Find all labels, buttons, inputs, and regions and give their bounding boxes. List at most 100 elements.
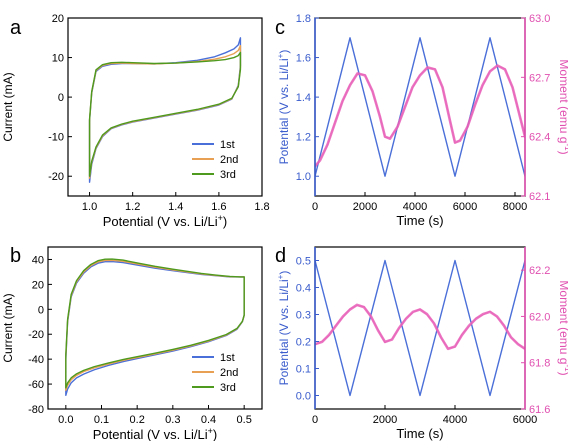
y-axis-label-right-d-main: Moment (emu g [557,280,568,364]
plot-area-b [65,258,245,396]
y-tick-label-b: 0 [38,304,44,316]
y-tick-label-b: 40 [32,254,44,266]
y-tick-label-c: 1.2 [296,132,311,144]
series-line-c-potential [315,37,525,177]
y-axis-label-right-d-end: ) [557,372,568,376]
y-tick-label-d: 0.0 [296,391,311,403]
x-tick-label-d: 2000 [373,414,397,426]
x-tick-label-d: 6000 [513,414,537,426]
y-right-tick-label-c: 62.4 [529,132,550,144]
legend-label-b: 3rd [220,382,236,394]
x-tick-label-d: 0 [312,414,318,426]
y-axis-label-right-c-main: Moment (emu g [557,59,568,143]
y-tick-label-c: 1.4 [296,92,311,104]
x-axis-label-d: Time (s) [396,426,443,441]
y-axis-label-right-c: Moment (emu g-1) [557,59,568,154]
axes-frame-b [47,246,263,410]
series-line-b-1st [65,260,245,396]
panel-letter-d: d [275,245,286,267]
x-tick-label-b: 0.4 [201,414,216,426]
y-tick-label-a: 0 [58,92,64,104]
y-axis-label-left-d-main: Potential (V vs. Li/Li [277,279,291,385]
x-axis-label-a-sup: + [218,213,223,223]
y-right-tick-label-c: 62.1 [529,191,550,203]
y-axis-label-left-c-main: Potential (V vs. Li/Li [277,58,291,164]
y-axis-label-left-c-sup: + [276,53,285,58]
panel-a: a 1.0 1.2 1.4 1.6 1.8 -20 -10 0 10 20 Potential (V … [1,13,270,229]
x-tick-label-c: 4000 [403,201,427,213]
panel-letter-c: c [275,17,285,39]
y-axis-label-right-d-sup: -1 [563,364,568,372]
y-tick-label-a: 10 [52,53,64,65]
y-tick-label-d: 0.5 [296,256,311,268]
series-noise-c [315,65,525,168]
legend-label-a: 3rd [220,169,236,181]
x-tick-label-a: 1.6 [211,201,226,213]
x-tick-label-c: 6000 [453,201,477,213]
y-axis-label-left-c-end: ) [277,50,291,54]
x-tick-label-d: 4000 [443,414,467,426]
y-axis-label-left-c: Potential (V vs. Li/Li+) [276,50,291,165]
y-tick-label-d: 0.3 [296,310,311,322]
x-axis-label-b-end: ) [213,427,217,441]
y-tick-label-b: -20 [28,329,44,341]
x-tick-label-b: 0.5 [237,414,252,426]
y-tick-label-d: 0.1 [296,364,311,376]
axes-frame-c [314,17,526,197]
series-line-a-2nd [88,44,242,179]
x-axis-label-b-sup: + [208,426,213,436]
x-axis-label-b-main: Potential (V vs. Li/Li [93,427,208,441]
y-tick-label-c: 1.6 [296,53,311,65]
axes-frame-a [67,17,263,197]
x-axis-label-a-main: Potential (V vs. Li/Li [103,214,218,229]
x-axis-label-c: Time (s) [396,213,443,228]
x-tick-label-b: 0.2 [130,414,145,426]
y-tick-label-c: 1.8 [296,13,311,25]
y-axis-label-right-d: Moment (emu g-1) [557,280,568,375]
y-tick-label-d: 0.4 [296,283,311,295]
plot-area-c [315,37,525,177]
y-right-tick-label-c: 62.7 [529,72,550,84]
y-axis-label-b: Current (mA) [1,293,15,362]
series-noise-d [315,304,525,350]
panel-letter-b: b [10,245,21,267]
y-right-tick-label-c: 63.0 [529,13,550,25]
x-tick-label-a: 1.0 [82,201,97,213]
x-tick-label-c: 8000 [503,201,527,213]
plot-area-d [315,259,525,397]
plot-area-a [88,37,242,183]
y-tick-label-a: 20 [52,13,64,25]
y-right-tick-label-d: 62.0 [529,311,550,323]
y-axis-label-right-c-sup: -1 [563,143,568,151]
x-tick-label-a: 1.8 [254,201,269,213]
y-axis-label-left-d-sup: + [276,274,285,279]
x-axis-label-b: Potential (V vs. Li/Li+) [93,426,218,441]
x-tick-label-b: 0.3 [165,414,180,426]
y-right-tick-label-d: 62.2 [529,265,550,277]
x-axis-label-a-end: ) [223,214,227,229]
y-tick-label-b: -40 [28,354,44,366]
y-axis-label-right-c-end: ) [557,151,568,155]
y-tick-label-b: 20 [32,279,44,291]
panel-c: c 0 2000 4000 6000 8000 1.0 1.2 1.4 1.6 1.8 62.1 62.… [275,13,568,228]
series-line-b-3rd [65,258,245,389]
legend-label-b: 2nd [220,367,238,379]
x-tick-label-c: 2000 [353,201,377,213]
panel-b: b 0.0 0.1 0.2 0.3 0.4 0.5 -80 -60 -40 -20 0 20 40 Pote… [1,245,263,441]
y-tick-label-d: 0.2 [296,337,311,349]
x-tick-label-a: 1.4 [168,201,183,213]
y-axis-label-a: Current (mA) [1,72,15,141]
series-line-d-potential [315,259,525,397]
y-tick-label-a: -10 [48,132,64,144]
x-tick-label-b: 0.1 [94,414,109,426]
x-tick-label-b: 0.0 [58,414,73,426]
y-tick-label-c: 1.0 [296,171,311,183]
y-axis-label-left-d-end: ) [277,271,291,275]
y-axis-label-left-d: Potential (V vs. Li/Li+) [276,271,291,386]
y-tick-label-b: -60 [28,379,44,391]
panel-d: d 0 2000 4000 6000 0.0 0.1 0.2 0.3 0.4 0.5 61.6 61.8… [275,245,568,441]
legend-label-b: 1st [220,352,235,364]
y-tick-label-a: -20 [48,171,64,183]
x-axis-label-a: Potential (V vs. Li/Li+) [103,213,228,229]
